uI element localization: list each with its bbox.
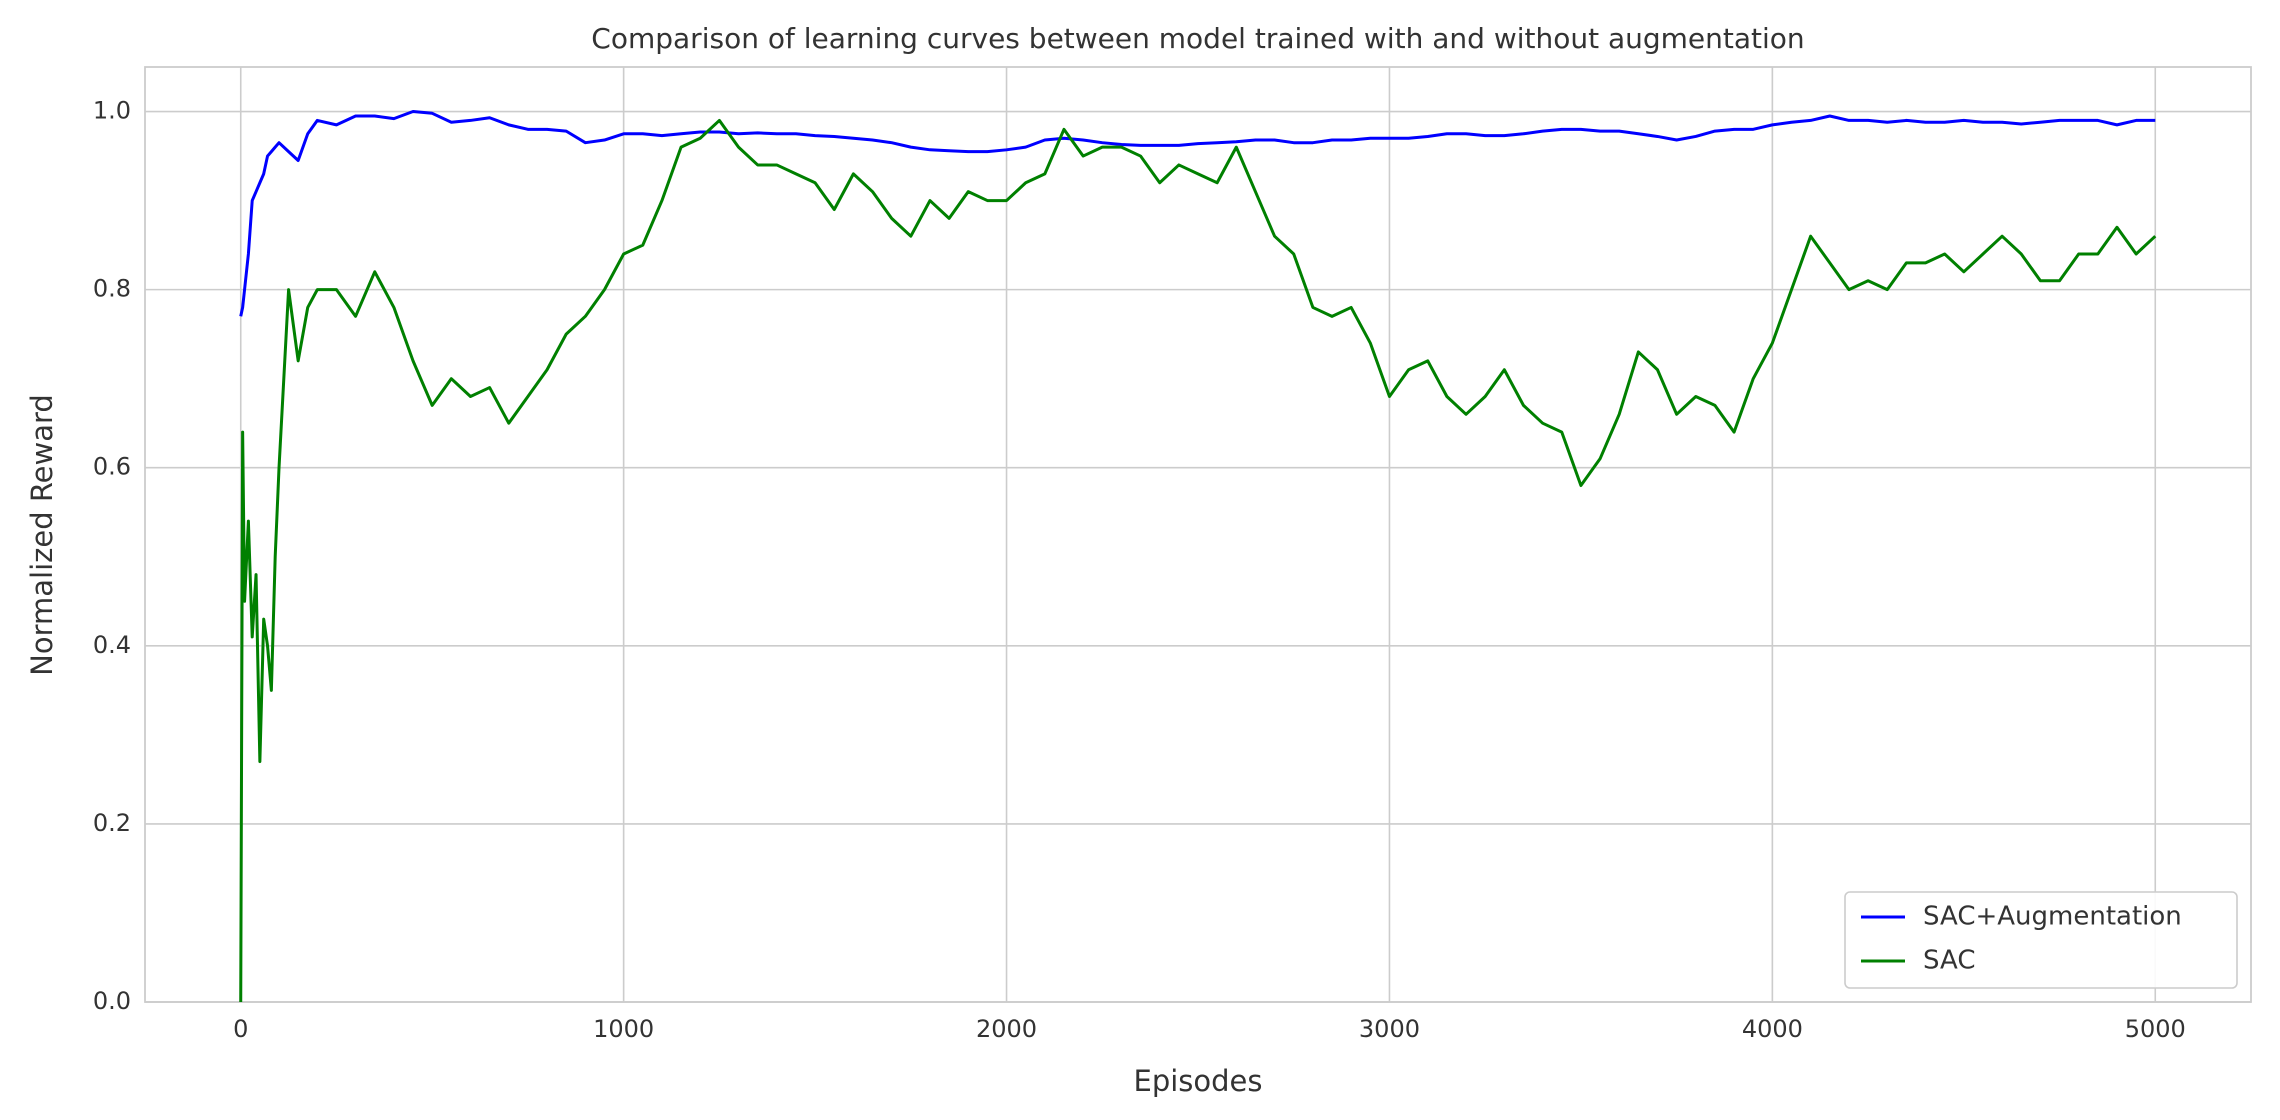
y-tick-label: 1.0	[93, 97, 131, 125]
x-tick-label: 4000	[1742, 1015, 1803, 1043]
x-tick-label: 1000	[593, 1015, 654, 1043]
x-axis-label: Episodes	[1134, 1064, 1263, 1098]
legend-label: SAC+Augmentation	[1923, 902, 2182, 932]
series-line	[239, 110, 2156, 317]
x-tick-label: 3000	[1359, 1015, 1420, 1043]
plot-frame	[144, 66, 2252, 1003]
x-tick-label: 0	[233, 1015, 248, 1043]
y-tick-label: 0.4	[93, 631, 131, 659]
series-line	[239, 118, 2157, 1003]
legend-box	[1844, 891, 2238, 989]
y-axis-label: Normalized Reward	[25, 394, 59, 676]
chart-title: Comparison of learning curves between mo…	[591, 22, 1804, 55]
y-tick-label: 0.0	[93, 987, 131, 1015]
legend: SAC+Augmentation SAC	[1844, 891, 2238, 989]
x-tick-label: 2000	[976, 1015, 1037, 1043]
x-tick-label: 5000	[2125, 1015, 2186, 1043]
y-tick-label: 0.8	[93, 275, 131, 303]
y-tick-label: 0.2	[93, 809, 131, 837]
legend-label: SAC	[1923, 946, 1975, 976]
y-tick-label: 0.6	[93, 453, 131, 481]
